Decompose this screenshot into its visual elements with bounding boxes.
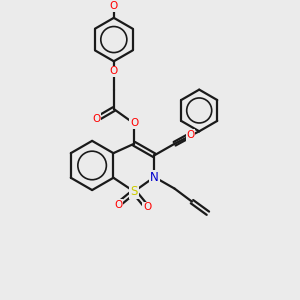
Text: O: O <box>92 114 101 124</box>
Text: O: O <box>130 118 138 128</box>
Text: O: O <box>110 1 118 11</box>
Text: O: O <box>186 130 195 140</box>
Text: O: O <box>114 200 122 209</box>
Text: N: N <box>150 170 159 184</box>
Text: O: O <box>110 66 118 76</box>
Text: O: O <box>143 202 151 212</box>
Text: S: S <box>130 185 138 198</box>
